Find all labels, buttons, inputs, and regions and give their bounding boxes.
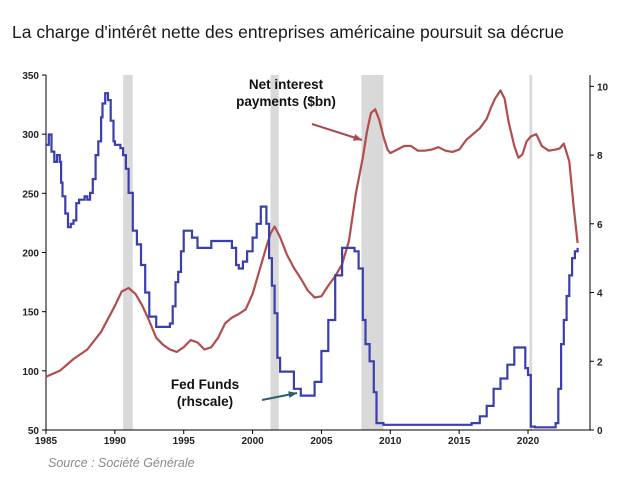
net-interest-annotation: Net interest payments ($bn) [236, 77, 336, 109]
x-tick-label: 2005 [310, 436, 333, 447]
y-right-tick-label: 10 [597, 82, 609, 93]
fed-funds-line [46, 92, 579, 429]
annotations: Net interest payments ($bn) Fed Funds (rhsc… [171, 77, 363, 409]
x-tick-label: 2020 [517, 436, 540, 447]
y-left-tick-label: 50 [28, 426, 40, 437]
net-interest-arrow-shaft [311, 123, 363, 141]
recession-band [123, 75, 133, 430]
y-left-tick-label: 350 [22, 71, 39, 82]
recession-band [361, 75, 384, 430]
y-left-tick-label: 200 [22, 249, 39, 260]
y-left-tick-label: 150 [22, 308, 39, 319]
y-right-tick-label: 2 [597, 357, 603, 368]
x-tick-label: 1990 [104, 436, 127, 447]
x-tick-label: 1995 [173, 436, 196, 447]
recession-bands [123, 75, 533, 430]
recession-band [529, 75, 533, 430]
series-lines [45, 89, 579, 429]
net-interest-payments-line [45, 89, 579, 378]
x-tick-label: 1985 [35, 436, 58, 447]
chart-title: La charge d'intérêt nette des entreprise… [12, 22, 564, 42]
y-right-tick-label: 4 [597, 289, 603, 300]
recession-band [270, 75, 279, 430]
net-interest-arrow-head [353, 134, 362, 141]
source-note: Source : Société Générale [48, 456, 195, 470]
fed-funds-annotation: Fed Funds (rhscale) [171, 377, 239, 409]
x-tick-label: 2010 [379, 436, 402, 447]
x-tick-label: 2015 [448, 436, 471, 447]
y-left-tick-label: 300 [22, 130, 39, 141]
x-tick-label: 2000 [241, 436, 264, 447]
axes: 1985 1990 1995 2000 2005 2010 2015 202050100150… [22, 71, 608, 447]
y-left-tick-label: 100 [22, 367, 39, 378]
y-right-tick-label: 0 [597, 426, 603, 437]
y-right-tick-label: 6 [597, 220, 603, 231]
y-left-tick-label: 250 [22, 189, 39, 200]
y-right-tick-label: 8 [597, 151, 603, 162]
fed-funds-arrow-head [288, 391, 297, 399]
